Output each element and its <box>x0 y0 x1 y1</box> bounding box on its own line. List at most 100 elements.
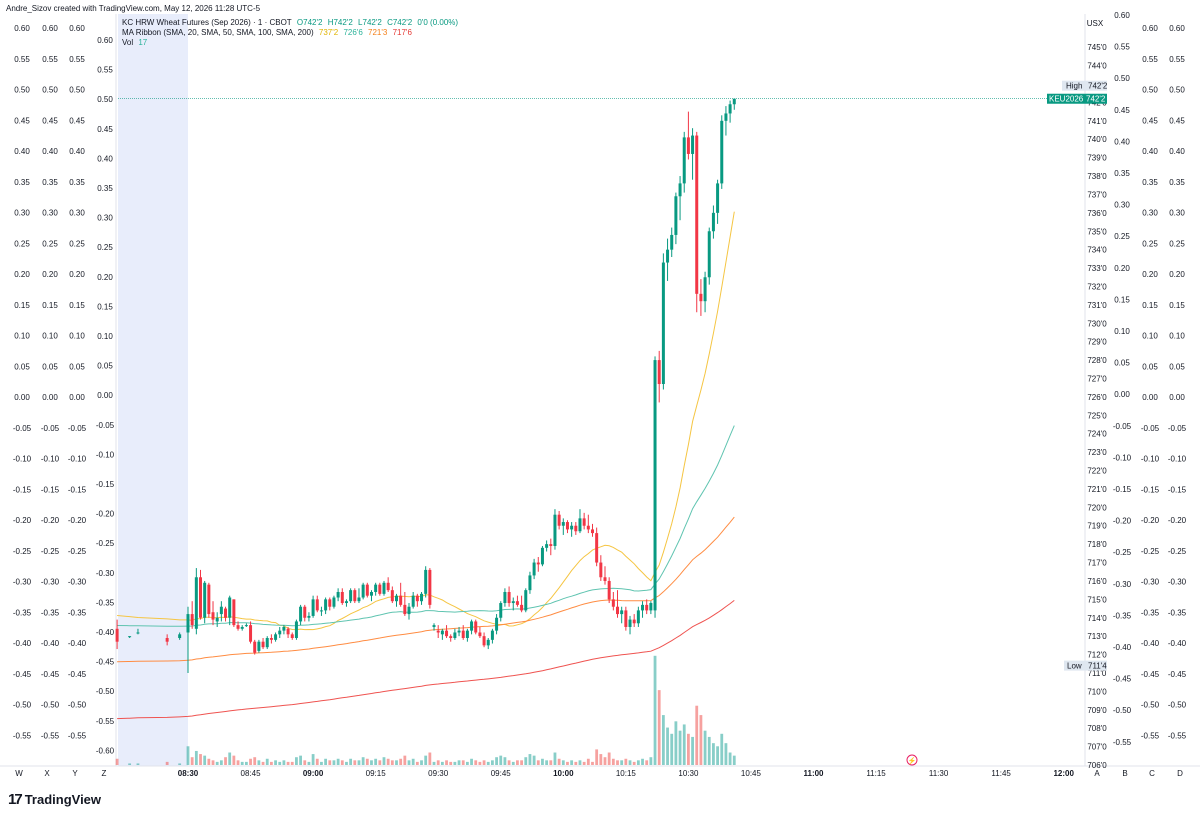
time-tick: 09:00 <box>303 769 324 778</box>
osc-tick-right-outer: -0.30 <box>1168 578 1187 587</box>
osc-tick-right-panel: 0.60 <box>1114 11 1130 20</box>
price-tick: 717'0 <box>1087 559 1107 568</box>
volume-bar <box>603 757 607 765</box>
candle-body <box>261 641 265 648</box>
volume-bar <box>282 760 286 765</box>
volume-bar <box>545 760 549 765</box>
volume-bar <box>428 752 432 765</box>
volume-bar <box>349 758 353 765</box>
osc-tick-inner-left: 0.25 <box>97 243 113 252</box>
osc-tick-right-inner: -0.25 <box>1141 547 1160 556</box>
price-tick: 726'0 <box>1087 393 1107 402</box>
candle-body <box>495 617 499 631</box>
volume-bar <box>236 760 240 765</box>
candle-body <box>561 522 565 526</box>
price-tick: 741'0 <box>1087 117 1107 126</box>
osc-tick-right-inner: 0.40 <box>1142 147 1158 156</box>
candle-body <box>553 514 557 546</box>
high-label-bg <box>1062 80 1107 91</box>
candle-body <box>420 593 424 602</box>
candle-body <box>578 518 582 532</box>
osc-tick-right-outer: 0.05 <box>1169 362 1185 371</box>
osc-tick-left-2: -0.50 <box>68 701 87 710</box>
axis-letter-left: W <box>15 769 23 778</box>
legend-high: H742'2 <box>327 18 353 27</box>
candle-body <box>653 360 657 611</box>
osc-tick-right-outer: 0.15 <box>1169 301 1185 310</box>
osc-tick-left-0: 0.50 <box>14 86 30 95</box>
volume-bar <box>340 760 344 765</box>
volume-bar <box>345 761 348 765</box>
volume-bar <box>499 755 503 765</box>
time-tick: 09:30 <box>428 769 449 778</box>
volume-bar <box>370 760 373 765</box>
volume-bar <box>224 757 227 765</box>
axis-letter-left: Z <box>102 769 107 778</box>
price-tick: 744'0 <box>1087 62 1107 71</box>
candle-body <box>616 606 620 615</box>
candle-body <box>115 628 119 642</box>
candle-body <box>703 277 707 302</box>
volume-bar <box>566 761 569 765</box>
legend-ma-label[interactable]: MA Ribbon (SMA, 20, SMA, 50, SMA, 100, S… <box>122 28 314 37</box>
osc-tick-left-1: 0.00 <box>42 393 58 402</box>
osc-tick-left-2: -0.25 <box>68 547 87 556</box>
volume-bar <box>707 736 711 765</box>
legend-vol-label[interactable]: Vol <box>122 38 134 47</box>
candle-body <box>515 601 519 605</box>
volume-bar <box>557 758 561 765</box>
legend-symbol[interactable]: KC HRW Wheat Futures (Sep 2026) · 1 · CB… <box>122 18 292 27</box>
volume-bar <box>507 760 511 765</box>
tradingview-logo: 17 TradingView <box>8 791 102 808</box>
candle-body <box>328 599 332 607</box>
volume-bar <box>549 760 553 765</box>
osc-tick-left-0: -0.15 <box>13 485 32 494</box>
volume-bar <box>249 758 252 765</box>
volume-bar <box>495 757 498 765</box>
time-tick: 11:45 <box>991 769 1011 778</box>
volume-bar <box>528 754 532 765</box>
volume-bar <box>503 757 507 765</box>
volume-bar <box>403 755 407 765</box>
osc-tick-right-outer: 0.30 <box>1169 209 1185 218</box>
osc-tick-left-1: 0.10 <box>42 332 58 341</box>
volume-bar <box>553 752 557 765</box>
candle-body <box>369 591 373 596</box>
candle-body <box>695 135 699 294</box>
price-tick: 728'0 <box>1087 356 1107 365</box>
volume-bar <box>207 758 211 765</box>
brand-text: TradingView <box>24 792 102 807</box>
volume-bar <box>274 760 277 765</box>
osc-tick-left-0: 0.25 <box>14 239 30 248</box>
volume-bar <box>361 757 365 765</box>
candle-body <box>265 638 269 648</box>
axis-letter-right: C <box>1149 769 1155 778</box>
osc-tick-right-inner: 0.10 <box>1142 332 1158 341</box>
osc-tick-right-outer: 0.50 <box>1169 86 1185 95</box>
osc-tick-right-inner: -0.05 <box>1141 424 1160 433</box>
ma20-line <box>117 211 735 631</box>
volume-bar <box>386 758 390 765</box>
candle-body <box>716 183 720 213</box>
volume-bar <box>194 750 198 765</box>
osc-tick-right-panel: 0.20 <box>1114 264 1130 273</box>
volume-bar <box>432 761 436 765</box>
volume-bar <box>599 754 603 765</box>
price-tick: 714'0 <box>1087 614 1107 623</box>
axis-letter-left: X <box>44 769 50 778</box>
candle-body <box>128 636 132 638</box>
osc-tick-right-panel: 0.50 <box>1114 74 1130 83</box>
osc-tick-left-0: 0.00 <box>14 393 30 402</box>
osc-tick-left-1: -0.50 <box>41 701 60 710</box>
osc-tick-left-0: 0.20 <box>14 270 30 279</box>
price-tick: 737'0 <box>1087 190 1107 199</box>
time-tick: 11:15 <box>866 769 886 778</box>
osc-tick-right-outer: 0.45 <box>1169 116 1185 125</box>
volume-bar <box>295 757 298 765</box>
volume-bar <box>415 761 419 765</box>
candle-body <box>286 628 290 635</box>
candle-body <box>199 577 203 618</box>
candle-body <box>507 591 511 604</box>
